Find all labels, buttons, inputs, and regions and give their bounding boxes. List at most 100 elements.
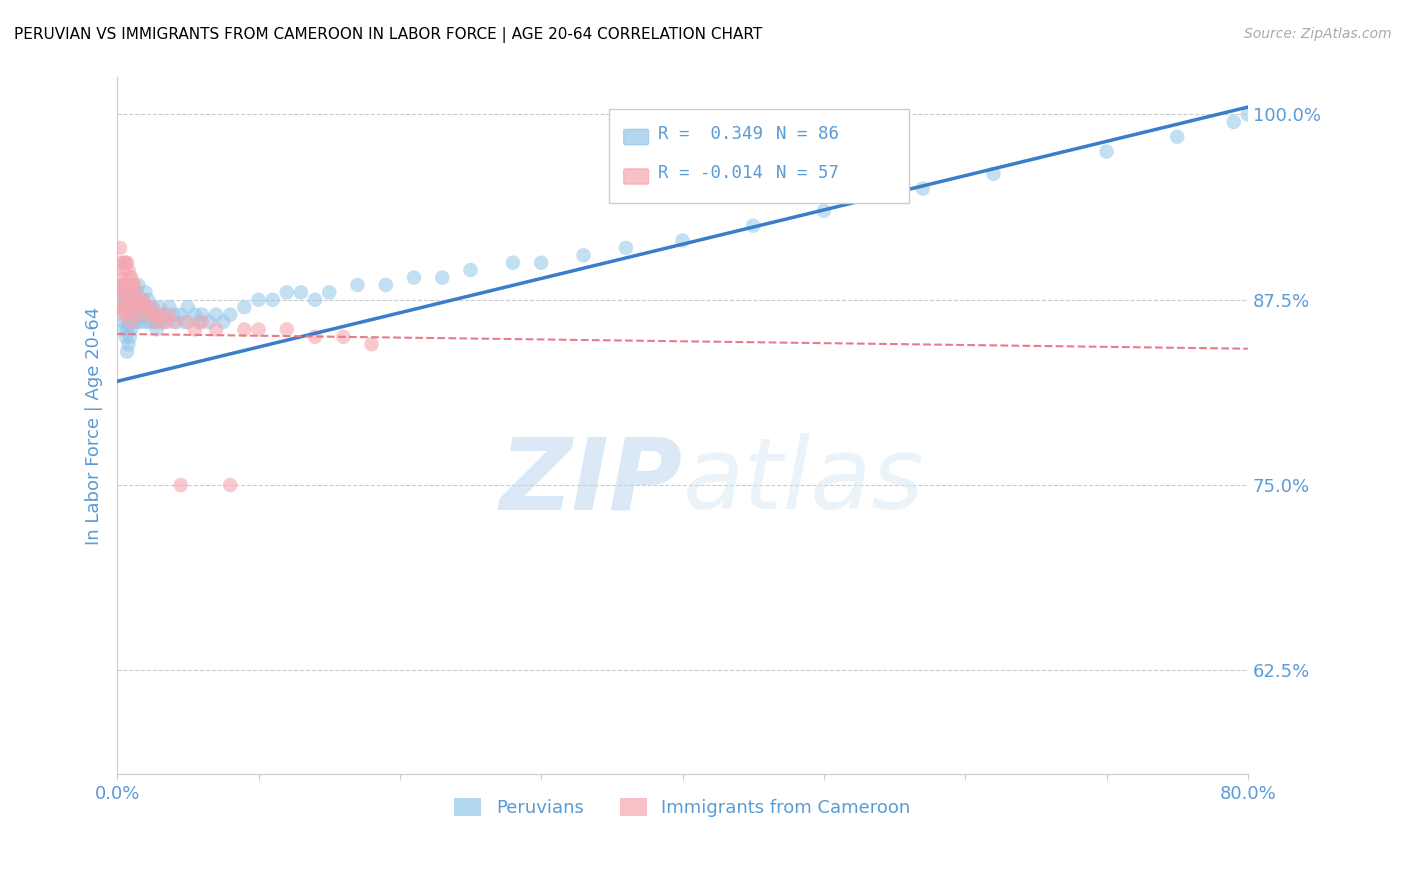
Y-axis label: In Labor Force | Age 20-64: In Labor Force | Age 20-64 xyxy=(86,307,103,545)
Point xyxy=(170,308,193,322)
Text: R = -0.014: R = -0.014 xyxy=(658,164,762,182)
Point xyxy=(110,277,132,292)
Point xyxy=(174,315,197,329)
Point xyxy=(128,315,150,329)
Point xyxy=(115,277,138,292)
Legend: Peruvians, Immigrants from Cameroon: Peruvians, Immigrants from Cameroon xyxy=(447,790,918,824)
Point xyxy=(127,300,149,314)
Point xyxy=(163,315,186,329)
Point xyxy=(983,167,1005,181)
Point xyxy=(124,293,146,307)
Point xyxy=(219,308,242,322)
Point xyxy=(262,293,284,307)
Point xyxy=(114,300,136,314)
Point xyxy=(125,308,148,322)
Point xyxy=(184,308,207,322)
Point xyxy=(136,293,159,307)
Point xyxy=(117,308,139,322)
Point xyxy=(502,256,524,270)
Point xyxy=(742,219,765,233)
Text: atlas: atlas xyxy=(682,433,924,530)
Point xyxy=(1222,115,1244,129)
Point xyxy=(112,256,135,270)
Point xyxy=(460,263,482,277)
Point xyxy=(117,263,139,277)
Point xyxy=(145,315,167,329)
Point xyxy=(114,277,136,292)
Point xyxy=(911,181,934,195)
Point xyxy=(134,285,156,300)
Point xyxy=(212,315,235,329)
Point xyxy=(138,315,160,329)
Text: R =  0.349: R = 0.349 xyxy=(658,125,762,143)
Point xyxy=(318,285,340,300)
Point xyxy=(120,300,142,314)
FancyBboxPatch shape xyxy=(624,169,648,184)
Point xyxy=(135,300,157,314)
Point xyxy=(112,300,135,314)
Point xyxy=(304,330,326,344)
Point xyxy=(107,285,129,300)
Point xyxy=(127,277,149,292)
Point xyxy=(110,300,132,314)
FancyBboxPatch shape xyxy=(624,129,648,145)
Point xyxy=(110,256,132,270)
Point xyxy=(112,277,135,292)
Point xyxy=(247,322,270,336)
Point xyxy=(614,241,637,255)
Point xyxy=(108,270,131,285)
Point xyxy=(111,263,134,277)
Point xyxy=(163,308,186,322)
Point xyxy=(134,315,156,329)
Point xyxy=(150,315,173,329)
Point xyxy=(112,315,135,329)
Point xyxy=(110,285,132,300)
Point xyxy=(191,315,214,329)
Point xyxy=(131,293,153,307)
FancyBboxPatch shape xyxy=(609,109,908,202)
Point xyxy=(120,322,142,336)
Point xyxy=(166,315,188,329)
Point xyxy=(156,315,179,329)
Point xyxy=(122,308,145,322)
Point xyxy=(122,300,145,314)
Point xyxy=(170,478,193,492)
Point xyxy=(402,270,425,285)
Point xyxy=(149,308,172,322)
Point xyxy=(177,315,200,329)
Point xyxy=(122,285,145,300)
Point xyxy=(115,256,138,270)
Point xyxy=(205,308,228,322)
Point xyxy=(276,322,298,336)
Point xyxy=(114,330,136,344)
Point xyxy=(198,315,221,329)
Point xyxy=(117,337,139,351)
Point xyxy=(290,285,312,300)
Point xyxy=(114,308,136,322)
Point xyxy=(360,337,382,351)
Point xyxy=(125,293,148,307)
Point xyxy=(233,300,256,314)
Point xyxy=(118,293,141,307)
Point xyxy=(188,315,211,329)
Point xyxy=(114,256,136,270)
Point xyxy=(122,277,145,292)
Point xyxy=(120,270,142,285)
Point xyxy=(120,293,142,307)
Point xyxy=(276,285,298,300)
Point xyxy=(118,270,141,285)
Point xyxy=(115,344,138,359)
Point xyxy=(432,270,454,285)
Point xyxy=(121,277,143,292)
Point xyxy=(118,308,141,322)
Point xyxy=(121,300,143,314)
Point xyxy=(117,293,139,307)
Point xyxy=(112,285,135,300)
Point xyxy=(153,315,176,329)
Point xyxy=(129,300,152,314)
Point xyxy=(572,248,595,262)
Point xyxy=(233,322,256,336)
Point xyxy=(128,293,150,307)
Point xyxy=(111,308,134,322)
Point xyxy=(117,285,139,300)
